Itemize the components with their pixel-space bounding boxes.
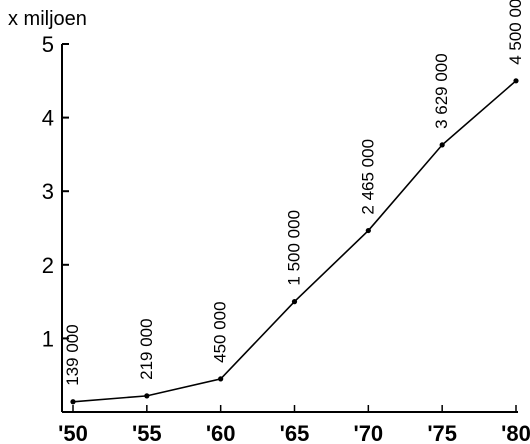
data-label: 219 000 — [137, 318, 156, 379]
data-label: 1 500 000 — [285, 210, 304, 286]
data-point — [439, 142, 445, 148]
x-tick-label: '80 — [501, 421, 530, 444]
data-point — [70, 399, 76, 405]
data-label: 2 465 000 — [358, 139, 377, 215]
data-label: 139 000 — [63, 324, 82, 385]
data-point — [513, 78, 519, 84]
x-tick-label: '75 — [427, 421, 457, 444]
y-axis-label: x miljoen — [8, 8, 87, 30]
y-tick-label: 1 — [42, 326, 54, 351]
data-label: 450 000 — [211, 301, 230, 362]
x-tick-label: '65 — [280, 421, 310, 444]
data-label: 3 629 000 — [432, 53, 451, 129]
y-tick-label: 5 — [42, 32, 54, 57]
data-point — [291, 299, 298, 305]
data-label: 4 500 000 — [506, 0, 525, 65]
data-point — [144, 393, 150, 399]
x-tick-label: '60 — [206, 421, 236, 444]
y-tick-label: 4 — [42, 106, 54, 131]
y-tick-label: 2 — [42, 253, 54, 278]
x-tick-label: '50 — [58, 421, 88, 444]
y-tick-label: 3 — [42, 179, 54, 204]
data-point — [365, 227, 371, 234]
x-tick-label: '55 — [132, 421, 162, 444]
x-tick-label: '70 — [353, 421, 383, 444]
data-point — [218, 376, 224, 382]
